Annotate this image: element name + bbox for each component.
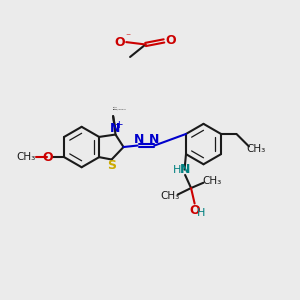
Text: ⁻: ⁻ bbox=[125, 32, 130, 42]
Text: methyl: methyl bbox=[113, 107, 118, 108]
Text: H: H bbox=[173, 165, 181, 175]
Text: methyl_placeholder: methyl_placeholder bbox=[113, 108, 127, 110]
Text: N: N bbox=[149, 133, 160, 146]
Text: O: O bbox=[189, 203, 200, 217]
Text: CH₃: CH₃ bbox=[160, 191, 180, 201]
Text: O: O bbox=[114, 36, 125, 49]
Text: CH₃: CH₃ bbox=[202, 176, 221, 186]
Text: N: N bbox=[110, 122, 120, 134]
Text: CH₃: CH₃ bbox=[16, 152, 36, 162]
Text: +: + bbox=[115, 120, 124, 130]
Text: O: O bbox=[165, 34, 176, 47]
Text: N: N bbox=[180, 163, 190, 176]
Text: O: O bbox=[43, 151, 53, 164]
Text: H: H bbox=[197, 208, 205, 218]
Text: CH₃: CH₃ bbox=[247, 144, 266, 154]
Text: methyl: methyl bbox=[113, 109, 118, 110]
Text: N: N bbox=[134, 133, 144, 146]
Text: S: S bbox=[107, 159, 116, 172]
